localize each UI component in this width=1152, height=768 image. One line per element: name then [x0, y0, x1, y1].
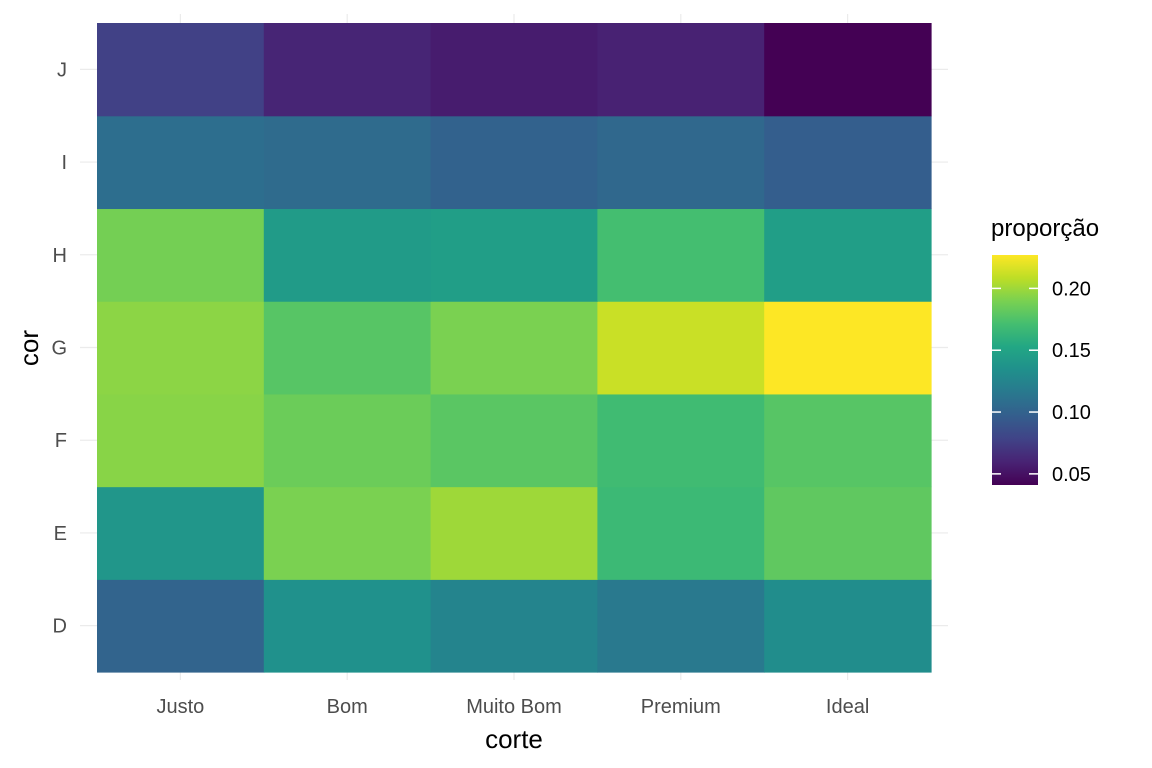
legend-tick-label: 0.05	[1052, 464, 1091, 486]
heatmap-cell-F-premium	[597, 393, 765, 488]
y-tick-label: H	[53, 245, 67, 267]
x-tick-label: Premium	[641, 696, 721, 718]
heatmap-cell-J-premium	[597, 23, 765, 117]
heatmap-cell-F-bom	[263, 393, 432, 488]
x-tick-label: Bom	[327, 696, 368, 718]
x-tick-label: Ideal	[826, 696, 869, 718]
heatmap-cell-G-muito-bom	[430, 301, 598, 395]
y-axis-title: cor	[14, 330, 44, 366]
legend-tick-label: 0.10	[1052, 402, 1091, 424]
y-tick-label: J	[57, 59, 67, 81]
x-tick-labels: Justo Bom Muito Bom Premium Ideal	[156, 696, 869, 718]
y-tick-labels: D E F G H I J	[51, 59, 67, 637]
heatmap-cell-G-premium	[597, 301, 765, 395]
y-tick-label: I	[61, 152, 67, 174]
heatmap-cells	[97, 23, 932, 673]
heatmap-cell-F-ideal	[764, 393, 932, 488]
heatmap-cell-D-bom	[263, 579, 432, 673]
heatmap-cell-I-justo	[97, 115, 265, 210]
legend-tick-label: 0.15	[1052, 340, 1091, 362]
y-tick-label: E	[54, 523, 67, 545]
heatmap-cell-I-premium	[597, 115, 765, 210]
heatmap-cell-D-muito-bom	[430, 579, 598, 673]
heatmap-cell-I-ideal	[764, 115, 932, 210]
y-tick-label: F	[55, 430, 67, 452]
heatmap-cell-E-premium	[597, 486, 765, 580]
legend-color-bar	[992, 255, 1038, 485]
heatmap-cell-F-justo	[97, 393, 265, 488]
heatmap-cell-D-justo	[97, 579, 265, 673]
heatmap-cell-J-ideal	[764, 23, 932, 117]
heatmap-cell-J-bom	[263, 23, 432, 117]
heatmap-cell-I-bom	[263, 115, 432, 210]
y-tick-label: D	[53, 616, 67, 638]
heatmap-cell-J-justo	[97, 23, 265, 117]
heatmap-cell-E-justo	[97, 486, 265, 580]
heatmap-cell-G-ideal	[764, 301, 932, 395]
heatmap-cell-F-muito-bom	[430, 393, 598, 488]
heatmap-cell-E-muito-bom	[430, 486, 598, 580]
legend-tick-label: 0.20	[1052, 278, 1091, 300]
heatmap-cell-D-ideal	[764, 579, 932, 673]
heatmap-cell-E-ideal	[764, 486, 932, 580]
legend: proporção 0.05 0.10 0.15 0.20	[991, 215, 1099, 486]
heatmap-cell-H-muito-bom	[430, 208, 598, 302]
heatmap-cell-I-muito-bom	[430, 115, 598, 210]
x-axis-title: corte	[485, 724, 543, 754]
heatmap-cell-H-premium	[597, 208, 765, 302]
y-tick-label: G	[51, 338, 67, 360]
heatmap-cell-H-justo	[97, 208, 265, 302]
heatmap-cell-G-justo	[97, 301, 265, 395]
heatmap-cell-D-premium	[597, 579, 765, 673]
legend-title: proporção	[991, 215, 1099, 242]
heatmap-cell-G-bom	[263, 301, 432, 395]
heatmap-cell-E-bom	[263, 486, 432, 580]
heatmap-cell-H-bom	[263, 208, 432, 302]
heatmap-cell-J-muito-bom	[430, 23, 598, 117]
x-tick-label: Muito Bom	[466, 696, 562, 718]
heatmap-cell-H-ideal	[764, 208, 932, 302]
x-tick-label: Justo	[156, 696, 204, 718]
